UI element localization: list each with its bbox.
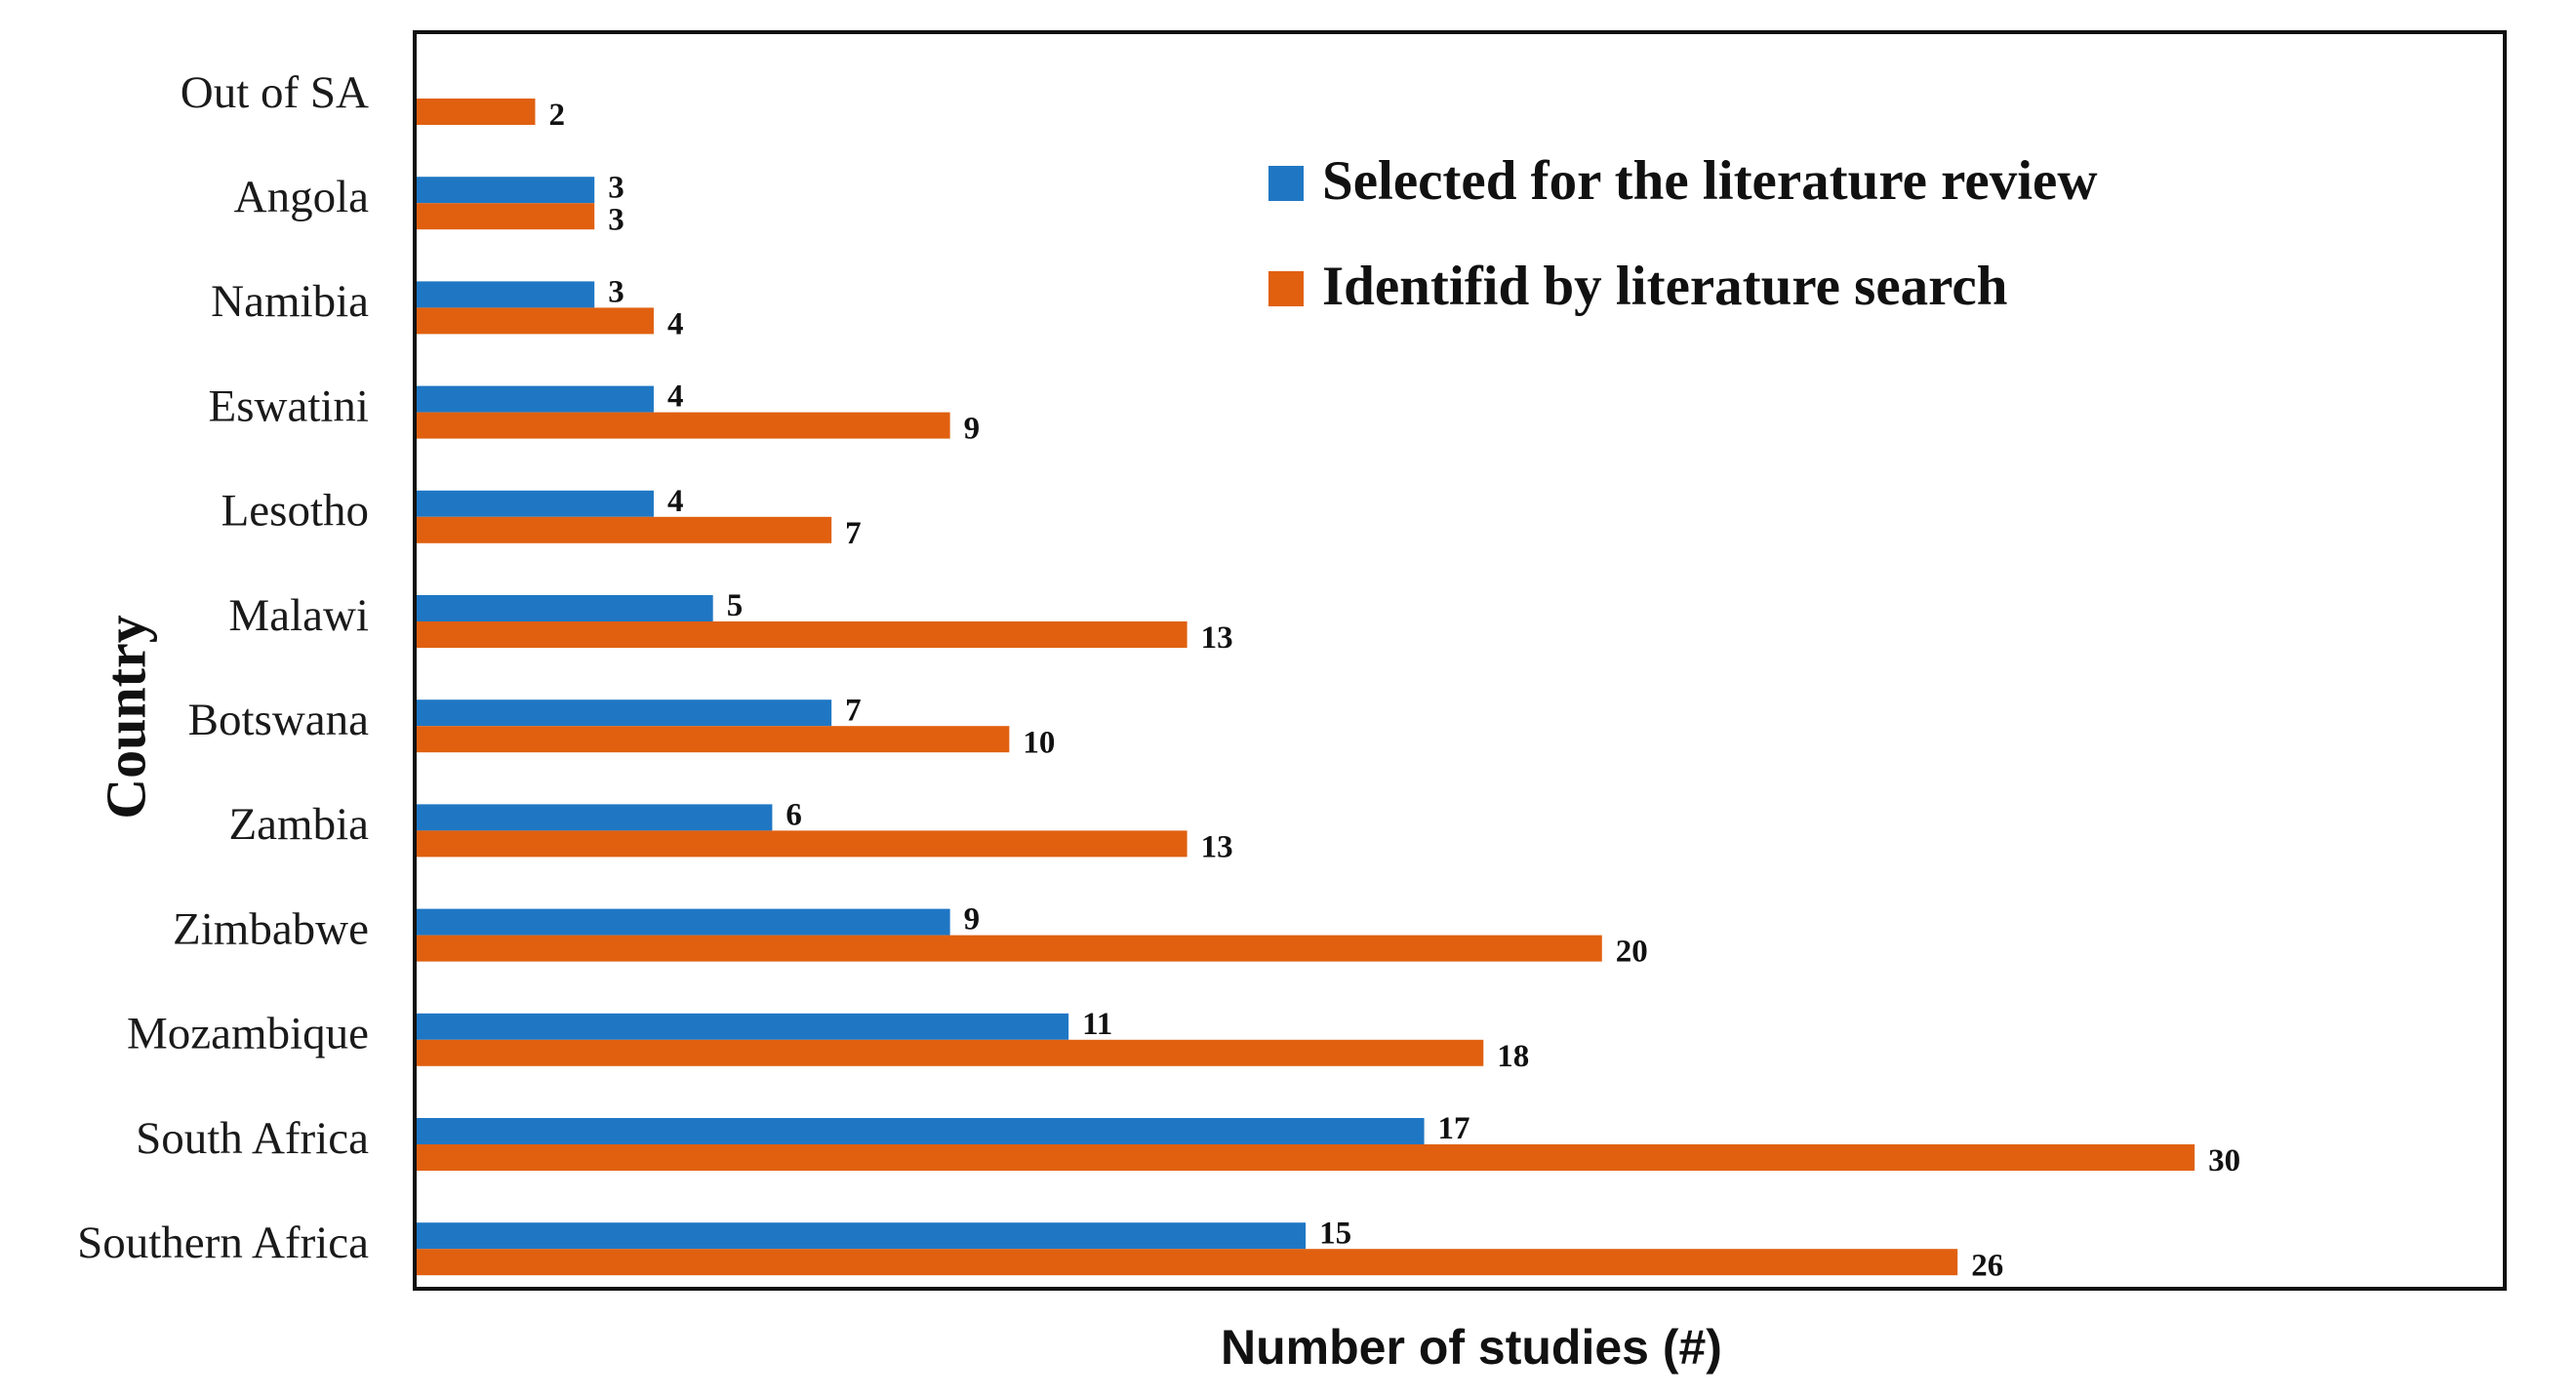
legend: Selected for the literature review Ident…: [1268, 150, 2098, 317]
bar-selected-angola: [417, 177, 595, 204]
value-label-selected-angola: 3: [608, 170, 624, 205]
value-label-identified-eswatini: 9: [964, 412, 981, 447]
value-label-identified-out-of-sa: 2: [548, 98, 565, 133]
bar-selected-lesotho: [417, 490, 654, 517]
bar-selected-southern-africa: [417, 1222, 1307, 1250]
value-label-selected-zimbabwe: 9: [964, 902, 981, 938]
bar-identified-southern-africa: [417, 1249, 1958, 1276]
value-label-selected-namibia: 3: [608, 274, 624, 309]
value-label-selected-south-africa: 17: [1438, 1111, 1470, 1146]
category-label-zimbabwe: Zimbabwe: [173, 903, 369, 954]
category-labels-layer: Out of SA Angola Namibia Eswatini Lesotho Mal…: [77, 67, 369, 1268]
value-label-selected-mozambique: 11: [1082, 1007, 1112, 1042]
y-axis-title: Country: [94, 615, 157, 819]
bars-layer: [417, 99, 2195, 1276]
bar-identified-zimbabwe: [417, 935, 1602, 962]
legend-label-identified: Identifid by literature search: [1322, 256, 2007, 317]
bar-identified-malawi: [417, 621, 1187, 648]
category-label-out-of-sa: Out of SA: [181, 67, 369, 118]
value-label-identified-malawi: 13: [1201, 620, 1233, 656]
bar-identified-angola: [417, 203, 595, 230]
category-label-zambia: Zambia: [228, 799, 369, 850]
bar-selected-eswatini: [417, 385, 654, 413]
category-label-angola: Angola: [234, 172, 370, 222]
bar-identified-lesotho: [417, 516, 832, 543]
value-label-identified-botswana: 10: [1023, 725, 1055, 760]
bar-selected-namibia: [417, 281, 595, 308]
bar-identified-zambia: [417, 830, 1187, 858]
value-label-identified-angola: 3: [608, 202, 624, 237]
value-label-identified-lesotho: 7: [845, 516, 862, 551]
category-label-southern-africa: Southern Africa: [77, 1218, 369, 1268]
bar-identified-namibia: [417, 307, 654, 335]
bar-identified-out-of-sa: [417, 99, 536, 125]
value-label-selected-botswana: 7: [845, 693, 862, 728]
bar-selected-zambia: [417, 804, 773, 831]
value-label-selected-zambia: 6: [785, 797, 802, 832]
value-label-identified-zimbabwe: 20: [1616, 935, 1648, 970]
x-axis-title: Number of studies (#): [1221, 1320, 1722, 1375]
category-label-south-africa: South Africa: [136, 1113, 369, 1164]
category-label-malawi: Malawi: [228, 590, 369, 641]
bar-selected-zimbabwe: [417, 908, 950, 936]
bar-identified-mozambique: [417, 1039, 1484, 1066]
value-label-identified-south-africa: 30: [2208, 1143, 2240, 1178]
plot-area-frame: [413, 30, 2507, 1291]
category-label-namibia: Namibia: [211, 276, 369, 327]
value-label-selected-eswatini: 4: [667, 379, 684, 415]
bar-selected-south-africa: [417, 1118, 1425, 1144]
value-label-identified-zambia: 13: [1201, 829, 1233, 864]
category-label-mozambique: Mozambique: [127, 1009, 369, 1059]
category-label-botswana: Botswana: [188, 695, 370, 745]
value-label-selected-malawi: 5: [727, 588, 744, 623]
bar-selected-mozambique: [417, 1013, 1069, 1040]
legend-swatch-selected: [1268, 166, 1304, 201]
category-label-eswatini: Eswatini: [209, 380, 369, 431]
bar-selected-malawi: [417, 595, 713, 621]
bar-identified-south-africa: [417, 1144, 2195, 1171]
value-label-identified-mozambique: 18: [1497, 1039, 1529, 1074]
category-label-lesotho: Lesotho: [221, 486, 369, 537]
value-label-identified-southern-africa: 26: [1971, 1248, 2003, 1283]
value-label-selected-southern-africa: 15: [1319, 1216, 1351, 1251]
bar-identified-botswana: [417, 726, 1010, 753]
bar-selected-botswana: [417, 699, 832, 727]
bar-identified-eswatini: [417, 412, 950, 439]
legend-swatch-identified: [1268, 271, 1304, 306]
value-label-identified-namibia: 4: [667, 306, 684, 341]
legend-label-selected: Selected for the literature review: [1322, 150, 2098, 212]
value-label-selected-lesotho: 4: [667, 484, 684, 519]
